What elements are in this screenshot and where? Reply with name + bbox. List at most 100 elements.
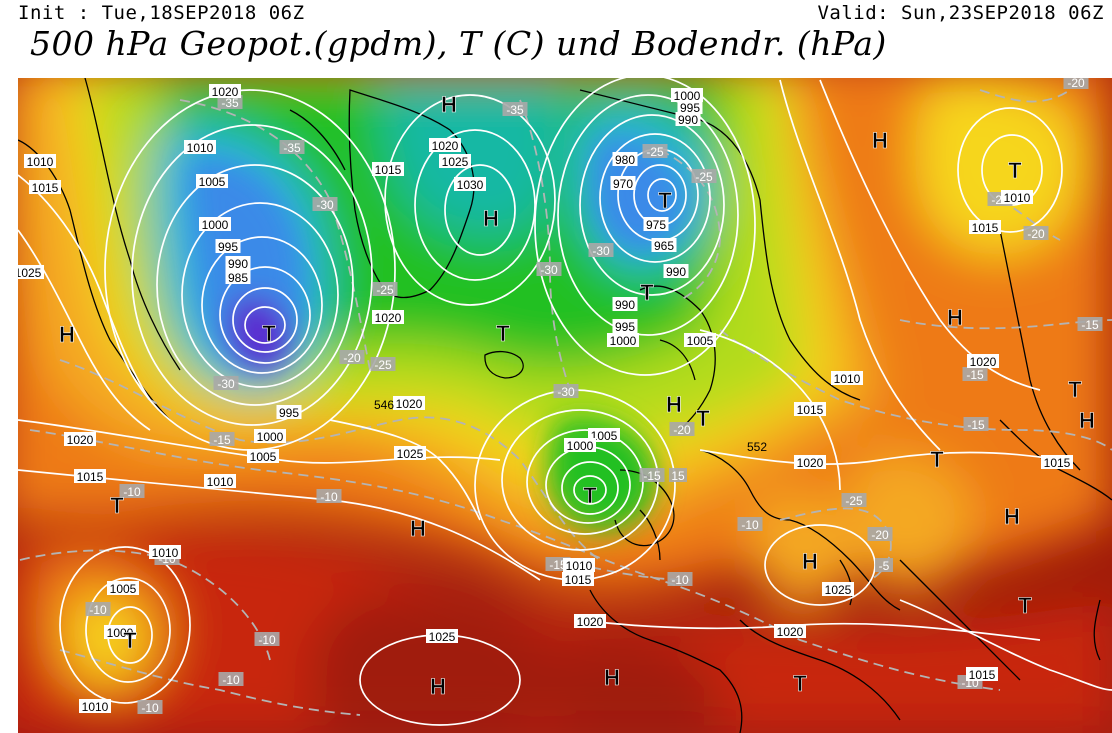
svg-text:1015: 1015 (32, 181, 59, 195)
svg-text:-10: -10 (89, 603, 107, 617)
isobar-label: 1015 (74, 469, 106, 484)
svg-text:1010: 1010 (27, 155, 54, 169)
isotherm-label: -30 (536, 262, 562, 277)
isotherm-label: -30 (553, 384, 579, 399)
low-pressure-marker: T (123, 628, 137, 653)
isobar-label: 975 (643, 217, 669, 232)
svg-text:1005: 1005 (250, 450, 277, 464)
svg-text:995: 995 (615, 320, 635, 334)
pressure-systems: TTHHTTTHTHHHTTHTTHHHTTTHHT (59, 92, 1095, 700)
isobar-label: 995 (677, 100, 703, 115)
isobar-label: 1020 (393, 396, 425, 411)
low-pressure-marker: T (658, 188, 672, 213)
high-pressure-marker: H (441, 92, 457, 117)
low-pressure-marker: T (262, 321, 276, 346)
isotherm-label: -30 (312, 197, 338, 212)
svg-text:-20: -20 (1027, 227, 1045, 241)
svg-text:990: 990 (666, 265, 686, 279)
svg-text:1000: 1000 (567, 439, 594, 453)
svg-text:-5: -5 (879, 559, 890, 573)
svg-text:-15: -15 (966, 368, 984, 382)
isobar-label: 995 (612, 319, 638, 334)
svg-text:-35: -35 (221, 96, 239, 110)
isotherm-label: -30 (588, 243, 614, 258)
svg-text:1010: 1010 (834, 372, 861, 386)
svg-text:-10: -10 (671, 573, 689, 587)
svg-text:1025: 1025 (397, 447, 424, 461)
svg-text:-30: -30 (557, 385, 575, 399)
low-pressure-marker: T (930, 447, 944, 472)
isobar-label: 1000 (671, 88, 703, 103)
high-pressure-marker: H (666, 392, 682, 417)
svg-text:1000: 1000 (107, 626, 134, 640)
isobar-label: 1020 (967, 354, 999, 369)
isobar-label: 970 (610, 176, 636, 191)
svg-text:1020: 1020 (396, 397, 423, 411)
isobar-label: 1030 (454, 177, 486, 192)
isotherm-label: -25 (841, 493, 867, 508)
low-pressure-marker: T (1018, 593, 1032, 618)
svg-text:-30: -30 (316, 198, 334, 212)
isobar-label: 990 (225, 256, 251, 271)
isotherm-label: -20 (1023, 226, 1049, 241)
isobar-label: 1015 (372, 162, 404, 177)
svg-text:-15: -15 (643, 469, 661, 483)
svg-text:-20: -20 (871, 528, 889, 542)
weather-map-canvas: -35 -35 -35 -30 -25 -25 -20 -30 -30 -25 -25 -30 -30 -… (18, 78, 1112, 733)
svg-text:1000: 1000 (257, 430, 284, 444)
isotherm-label: -25 (691, 169, 717, 184)
svg-text:1015: 1015 (1044, 456, 1071, 470)
svg-text:15: 15 (671, 469, 685, 483)
geopotential-labels: 546 552 (374, 398, 767, 454)
isobar-label: 965 (651, 238, 677, 253)
isotherm-label: -20 (1063, 78, 1089, 90)
isotherm-label: -20 (669, 422, 695, 437)
isotherm-label: -10 (737, 517, 763, 532)
svg-text:1000: 1000 (202, 218, 229, 232)
svg-text:1025: 1025 (429, 630, 456, 644)
high-pressure-marker: H (947, 305, 963, 330)
svg-text:-30: -30 (540, 263, 558, 277)
isotherm-label: -15 (639, 468, 665, 483)
svg-text:-10: -10 (141, 701, 159, 715)
isobar-label: 1010 (149, 545, 181, 560)
low-pressure-marker: T (496, 321, 510, 346)
isobar-label: 1020 (372, 310, 404, 325)
svg-text:-10: -10 (222, 673, 240, 687)
svg-text:995: 995 (680, 101, 700, 115)
isobar-label: 1010 (79, 699, 111, 714)
svg-text:1015: 1015 (969, 668, 996, 682)
high-pressure-marker: H (483, 206, 499, 231)
low-pressure-marker: T (793, 671, 807, 696)
isobar-label: 1025 (822, 582, 854, 597)
svg-text:1030: 1030 (457, 178, 484, 192)
svg-text:1020: 1020 (67, 433, 94, 447)
svg-text:-10: -10 (258, 633, 276, 647)
isotherm-label: -25 (642, 144, 668, 159)
isobar-label: 1010 (204, 474, 236, 489)
isobar-label: 995 (215, 239, 241, 254)
svg-text:-30: -30 (217, 377, 235, 391)
init-time-label: Init : Tue,18SEP2018 06Z (18, 2, 305, 24)
isotherm-label: -10 (667, 572, 693, 587)
isotherm-label: -35 (279, 140, 305, 155)
svg-text:-20: -20 (343, 351, 361, 365)
svg-text:990: 990 (228, 257, 248, 271)
isobar-label: 1015 (969, 220, 1001, 235)
isobar-label: 1000 (607, 333, 639, 348)
isobar-label: 1020 (209, 84, 241, 99)
svg-text:-30: -30 (592, 244, 610, 258)
svg-text:1005: 1005 (591, 429, 618, 443)
isobar-label: 1015 (562, 572, 594, 587)
svg-text:1010: 1010 (82, 700, 109, 714)
isobar-label: 1015 (1041, 455, 1073, 470)
svg-text:-10: -10 (320, 490, 338, 504)
isobar-label: 1025 (439, 154, 471, 169)
high-pressure-marker: H (604, 665, 620, 690)
pressure-labels: 1020101010101015100510009959909851025101… (18, 84, 1073, 714)
isobar-label: 1025 (394, 446, 426, 461)
isobar-label: 980 (612, 152, 638, 167)
high-pressure-marker: H (1079, 408, 1095, 433)
chart-header: Init : Tue,18SEP2018 06Z Valid: Sun,23SE… (0, 0, 1112, 78)
svg-text:1015: 1015 (797, 403, 824, 417)
